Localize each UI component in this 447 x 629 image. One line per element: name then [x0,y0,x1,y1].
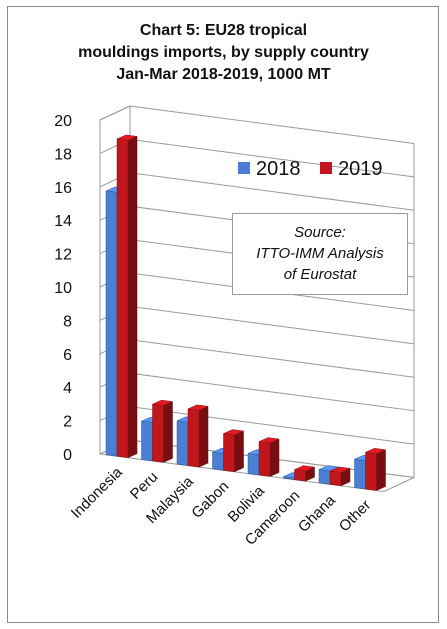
source-line-3: of Eurostat [283,266,357,283]
y-tick-label-12: 12 [54,247,72,264]
y-tick-label-10: 10 [54,280,72,297]
y-tick-label-0: 0 [63,447,72,464]
x-tick-label-peru: Peru [127,469,161,503]
legend-label-2018: 2018 [256,158,301,180]
y-tick-label-16: 16 [54,180,72,197]
y-tick-label-6: 6 [63,347,72,364]
chart-frame [7,6,439,623]
x-tick-label-other: Other [336,497,375,536]
chart-title-line-3: Jan-Mar 2018-2019, 1000 MT [116,66,331,83]
source-line-1: Source: [294,224,346,241]
chart-title-line-2: mouldings imports, by supply country [78,44,369,61]
bar-2019-Other [364,448,387,491]
legend-label-2019: 2019 [338,158,383,180]
source-line-2: ITTO-IMM Analysis [256,245,384,262]
legend-item-2018: 2018 [238,158,301,181]
y-axis-tick-labels: 0 2 4 6 8 10 12 14 16 18 20 [54,113,72,464]
floor-right-edge [383,477,415,492]
gridline-6 [99,339,415,378]
bar-2019-Gabon [222,429,245,473]
source-annotation-box: Source: ITTO-IMM Analysis of Eurostat [232,213,408,295]
y-tick-label-18: 18 [54,146,72,163]
chart-title: Chart 5: EU28 tropical mouldings imports… [0,20,447,86]
legend-swatch-2019 [320,161,333,174]
chart-title-line-1: Chart 5: EU28 tropical [139,22,308,39]
bar-2019-Peru [151,399,174,463]
bar-2019-Bolivia [258,437,280,477]
y-tick-label-2: 2 [63,414,72,431]
gridline-8 [99,305,415,345]
gridline-4 [99,372,415,412]
bar-2019-Malaysia [187,404,209,468]
legend: 2018 2019 [238,158,397,182]
bar-2019-Ghana [329,466,351,487]
y-tick-label-14: 14 [54,213,72,230]
bars [105,134,387,491]
y-tick-label-4: 4 [63,380,72,397]
y-tick-label-8: 8 [63,313,72,330]
gridline-20 [99,105,415,144]
bar-2019-Cameroon [293,465,316,482]
x-tick-label-indonesia: Indonesia [68,463,126,521]
legend-swatch-2018 [238,161,250,174]
y-tick-label-20: 20 [54,113,72,130]
legend-item-2019: 2019 [320,158,383,181]
bar-2019-Indonesia [116,134,138,459]
